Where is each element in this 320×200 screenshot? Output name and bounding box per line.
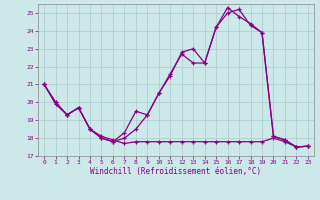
X-axis label: Windchill (Refroidissement éolien,°C): Windchill (Refroidissement éolien,°C) — [91, 167, 261, 176]
